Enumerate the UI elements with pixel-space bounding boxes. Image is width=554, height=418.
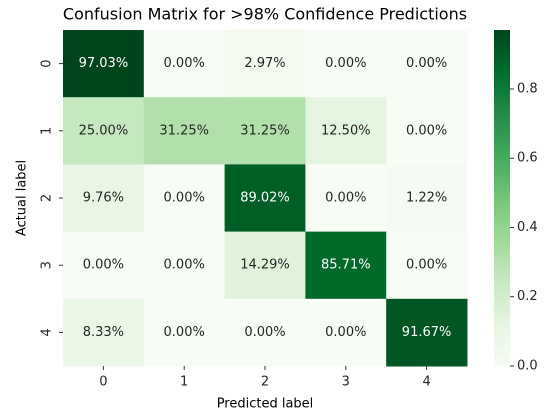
cell-label: 0.00%	[164, 325, 205, 340]
y-tick-label: 4	[40, 328, 55, 336]
cell	[224, 298, 306, 367]
cell-label: 97.03%	[79, 56, 129, 71]
cell-label: 1.22%	[406, 191, 447, 206]
cell	[386, 164, 468, 233]
x-tick-label: 3	[342, 375, 350, 390]
y-tick-label: 2	[40, 194, 55, 202]
cell	[305, 231, 387, 300]
y-tick-label: 3	[40, 261, 55, 269]
cell-label: 91.67%	[402, 325, 452, 340]
cell	[63, 164, 145, 233]
cell	[386, 298, 468, 367]
cell-label: 0.00%	[83, 258, 124, 273]
cell	[386, 30, 468, 98]
cell-label: 8.33%	[83, 325, 124, 340]
cell	[224, 231, 306, 300]
colorbar-tick-label: 0.4	[517, 220, 538, 235]
cell-label: 89.02%	[240, 191, 290, 206]
cell	[386, 97, 468, 165]
y-tick-label: 0	[40, 59, 55, 67]
x-tick-label: 2	[261, 375, 269, 390]
cell	[305, 164, 387, 233]
cell-label: 0.00%	[244, 325, 285, 340]
cell-label: 31.25%	[240, 123, 290, 138]
cell	[305, 97, 387, 165]
cell-label: 31.25%	[159, 123, 209, 138]
cell-label: 0.00%	[406, 56, 447, 71]
x-tick-label: 1	[180, 375, 188, 390]
colorbar	[494, 30, 510, 366]
cell	[143, 164, 226, 233]
colorbar-tick-label: 0.8	[517, 81, 538, 96]
cell-label: 0.00%	[406, 258, 447, 273]
cell-label: 0.00%	[164, 191, 205, 206]
cell-label: 2.97%	[244, 56, 285, 71]
cell	[143, 30, 226, 98]
cell-label: 0.00%	[325, 191, 366, 206]
cell	[143, 97, 226, 165]
cell	[305, 298, 387, 367]
cell	[63, 30, 145, 98]
cell	[224, 30, 306, 98]
cell	[63, 231, 145, 300]
cell-label: 0.00%	[164, 258, 205, 273]
cell-label: 85.71%	[321, 258, 371, 273]
x-tick-label: 4	[422, 375, 430, 390]
cell-label: 14.29%	[240, 258, 290, 273]
cell-label: 25.00%	[79, 123, 129, 138]
x-tick-label: 0	[99, 375, 107, 390]
cell	[143, 298, 226, 367]
cell	[305, 30, 387, 98]
x-axis-label: Predicted label	[217, 397, 314, 412]
cell-label: 0.00%	[164, 56, 205, 71]
cell-label: 0.00%	[325, 56, 366, 71]
colorbar-tick-label: 0.0	[517, 359, 538, 374]
colorbar-tick-label: 0.2	[517, 289, 538, 304]
cell	[224, 164, 306, 233]
cell-label: 0.00%	[325, 325, 366, 340]
chart-title: Confusion Matrix for >98% Confidence Pre…	[63, 5, 467, 24]
cell-label: 9.76%	[83, 191, 124, 206]
cell	[63, 298, 145, 367]
cell	[224, 97, 306, 165]
cell	[63, 97, 145, 165]
colorbar-tick-label: 0.6	[517, 151, 538, 166]
cell	[143, 231, 226, 300]
y-axis-label: Actual label	[15, 160, 30, 236]
cell-label: 0.00%	[406, 123, 447, 138]
cell-label: 12.50%	[321, 123, 371, 138]
y-tick-label: 1	[40, 127, 55, 135]
cell	[386, 231, 468, 300]
